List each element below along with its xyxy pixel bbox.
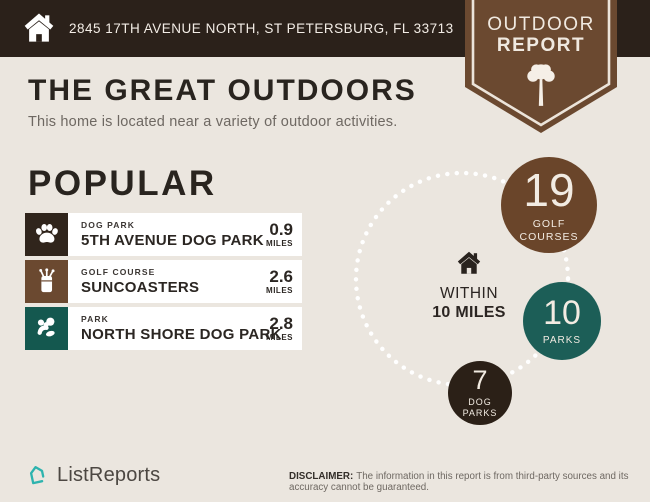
disclaimer-label: DISCLAIMER: — [289, 470, 354, 482]
distance-value: 2.6 — [269, 267, 293, 286]
item-distance: 0.9 MILES — [239, 213, 302, 256]
property-address: 2845 17TH AVENUE NORTH, ST PETERSBURG, F… — [69, 21, 454, 36]
category-tile — [25, 260, 68, 303]
stat-count: 10 — [543, 293, 581, 332]
list-item: PARK NORTH SHORE DOG PARK 2.8 MILES — [25, 307, 302, 350]
distance-unit: MILES — [266, 286, 293, 295]
item-name: 5TH AVENUE DOG PARK — [81, 232, 264, 249]
park-icon — [37, 317, 55, 337]
stat-bubble-dog-parks: 7 DOG PARKS — [448, 361, 512, 425]
disclaimer: DISCLAIMER: The information in this repor… — [289, 471, 631, 494]
listreports-logo-icon — [29, 466, 45, 485]
stat-label: GOLF COURSES — [519, 217, 579, 243]
paw-icon — [35, 224, 58, 243]
badge-title-line1: OUTDOOR — [487, 14, 595, 35]
stat-bubble-parks: 10 PARKS — [523, 282, 601, 360]
radius-dotted-circle — [353, 170, 571, 388]
golf-bag-icon — [39, 268, 55, 293]
item-name: NORTH SHORE DOG PARK — [81, 326, 282, 343]
stat-label: PARKS — [542, 334, 582, 346]
category-tile — [25, 213, 68, 256]
stat-count: 7 — [472, 365, 488, 396]
list-item: DOG PARK 5TH AVENUE DOG PARK 0.9 MILES — [25, 213, 302, 256]
item-distance: 2.6 MILES — [239, 260, 302, 303]
item-text: PARK NORTH SHORE DOG PARK — [68, 307, 282, 350]
house-icon — [24, 13, 54, 42]
item-name: SUNCOASTERS — [81, 279, 200, 296]
within-line2: 10 MILES — [432, 304, 506, 321]
stat-label: DOG PARKS — [462, 397, 498, 418]
category-tile — [25, 307, 68, 350]
popular-heading: POPULAR — [28, 164, 217, 203]
popular-list: DOG PARK 5TH AVENUE DOG PARK 0.9 MILES — [25, 213, 302, 350]
item-text: GOLF COURSE SUNCOASTERS — [68, 260, 239, 303]
distance-unit: MILES — [266, 239, 293, 248]
distance-unit: MILES — [266, 333, 293, 342]
distance-value: 0.9 — [269, 220, 293, 239]
item-text: DOG PARK 5TH AVENUE DOG PARK — [68, 213, 264, 256]
outdoor-report-badge: OUTDOOR REPORT — [465, 0, 617, 136]
house-icon — [457, 251, 481, 274]
brand-name: ListReports — [57, 464, 161, 486]
distance-value: 2.8 — [269, 314, 293, 333]
page-subtitle: This home is located near a variety of o… — [28, 114, 398, 130]
stat-bubble-golf-courses: 19 GOLF COURSES — [501, 157, 597, 253]
listreports-brand: ListReports — [24, 462, 160, 489]
item-category: PARK — [81, 314, 109, 324]
within-line1: WITHIN — [439, 285, 499, 302]
stat-count: 19 — [523, 163, 575, 216]
disclaimer-text: The information in this report is from t… — [289, 470, 629, 494]
page-title: THE GREAT OUTDOORS — [28, 74, 417, 107]
item-category: GOLF COURSE — [81, 267, 156, 277]
list-item: GOLF COURSE SUNCOASTERS 2.6 MILES — [25, 260, 302, 303]
badge-title-line2: REPORT — [496, 35, 586, 56]
item-category: DOG PARK — [81, 220, 135, 230]
tree-icon — [527, 64, 555, 106]
item-distance: 2.8 MILES — [239, 307, 302, 350]
within-radius-label: WITHIN 10 MILES — [414, 251, 524, 322]
